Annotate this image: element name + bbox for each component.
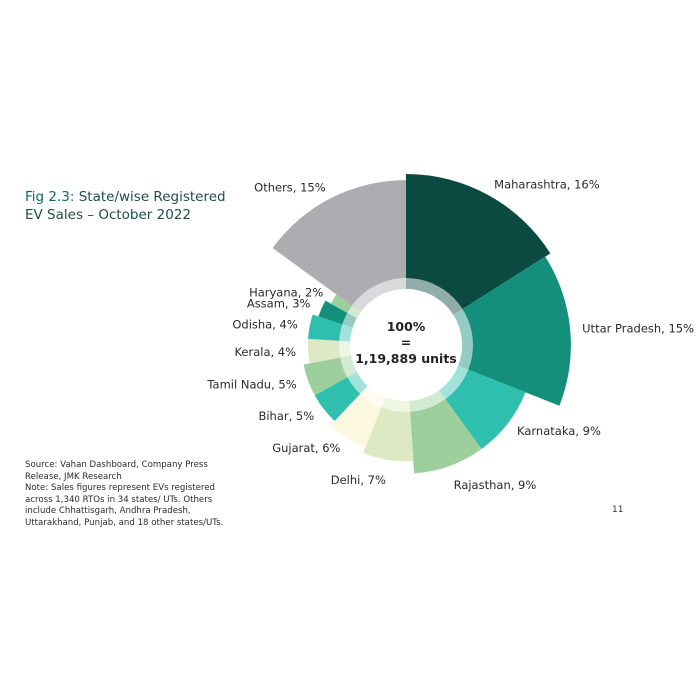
slice-label-maharashtra: Maharashtra, 16%: [494, 178, 600, 192]
slice-label-odisha: Odisha, 4%: [232, 317, 298, 331]
note-line4: Uttarakhand, Punjab, and 18 other states…: [25, 517, 224, 528]
page-number: 11: [612, 505, 624, 515]
figure-title-line1: State/wise Registered: [78, 189, 226, 205]
slice-karnataka: [438, 365, 526, 449]
center-line1: 100%: [387, 319, 426, 334]
figure-title: Fig 2.3: State/wise Registered EV Sales …: [25, 188, 255, 224]
slice-label-tamil-nadu: Tamil Nadu, 5%: [206, 377, 296, 391]
note-line2: across 1,340 RTOs in 34 states/ UTs. Oth…: [25, 494, 213, 505]
chart-center-label: 100% = 1,19,889 units: [355, 319, 457, 366]
slice-label-haryana: Haryana, 2%: [249, 285, 323, 299]
slice-label-kerala: Kerala, 4%: [234, 345, 296, 359]
center-hub: [350, 289, 462, 401]
slice-label-gujarat: Gujarat, 6%: [272, 441, 340, 455]
source-line1: Source: Vahan Dashboard, Company Press: [25, 460, 208, 470]
slice-delhi: [363, 397, 414, 462]
slice-maharashtra: [406, 174, 551, 315]
note-line1: Note: Sales figures represent EVs regist…: [25, 483, 215, 494]
center-line3: 1,19,889 units: [355, 351, 457, 366]
chart-hub: [339, 278, 473, 412]
note-line3: include Chhattisgarh, Andhra Pradesh,: [25, 506, 191, 517]
slice-label-rajasthan: Rajasthan, 9%: [454, 478, 537, 492]
slice-uttar-pradesh: [453, 256, 571, 406]
source-notes: Source: Vahan Dashboard, Company Press R…: [25, 460, 270, 530]
slice-label-bihar: Bihar, 5%: [258, 409, 314, 423]
chart-slices: [272, 174, 571, 474]
figure-number: Fig 2.3:: [25, 189, 75, 205]
slice-rajasthan: [409, 390, 482, 474]
slice-others: [272, 180, 406, 313]
slice-label-delhi: Delhi, 7%: [331, 473, 386, 487]
center-line2: =: [401, 335, 411, 350]
slice-label-others: Others, 15%: [254, 180, 326, 194]
chart-labels: Maharashtra, 16% Uttar Pradesh, 15% Karnat…: [206, 178, 694, 493]
figure-title-line2: EV Sales – October 2022: [25, 207, 191, 223]
slice-label-uttar-pradesh: Uttar Pradesh, 15%: [582, 321, 694, 335]
slice-label-assam: Assam, 3%: [247, 297, 311, 311]
slice-label-karnataka: Karnataka, 9%: [517, 424, 601, 438]
source-line2: Release, JMK Research: [25, 471, 122, 482]
